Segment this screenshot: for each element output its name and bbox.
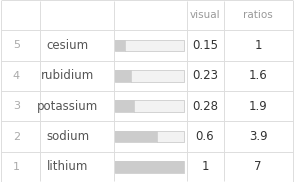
- Bar: [115, 100, 184, 112]
- Bar: [115, 161, 184, 173]
- Bar: [115, 100, 135, 112]
- Text: sodium: sodium: [46, 130, 89, 143]
- Text: 1: 1: [13, 162, 20, 172]
- Text: 4: 4: [13, 71, 20, 81]
- Text: visual: visual: [190, 10, 220, 20]
- Bar: [115, 161, 184, 173]
- Text: lithium: lithium: [47, 160, 88, 173]
- Text: 1.9: 1.9: [249, 100, 268, 113]
- Text: 5: 5: [13, 41, 20, 50]
- Bar: [115, 40, 125, 51]
- Bar: [115, 70, 131, 82]
- Text: 1: 1: [201, 160, 209, 173]
- Bar: [115, 70, 184, 82]
- Text: potassium: potassium: [37, 100, 99, 113]
- Text: 3.9: 3.9: [249, 130, 268, 143]
- Text: ratios: ratios: [243, 10, 273, 20]
- Text: 0.28: 0.28: [192, 100, 218, 113]
- Text: 0.23: 0.23: [192, 69, 218, 82]
- Text: rubidium: rubidium: [41, 69, 94, 82]
- Bar: [115, 131, 157, 142]
- Text: 1.6: 1.6: [249, 69, 268, 82]
- Text: 2: 2: [13, 132, 20, 141]
- Text: 3: 3: [13, 101, 20, 111]
- Text: 0.15: 0.15: [192, 39, 218, 52]
- Text: 0.6: 0.6: [196, 130, 214, 143]
- Text: 7: 7: [254, 160, 262, 173]
- Bar: [115, 131, 184, 142]
- Bar: [115, 40, 184, 51]
- Text: 1: 1: [254, 39, 262, 52]
- Text: cesium: cesium: [47, 39, 89, 52]
